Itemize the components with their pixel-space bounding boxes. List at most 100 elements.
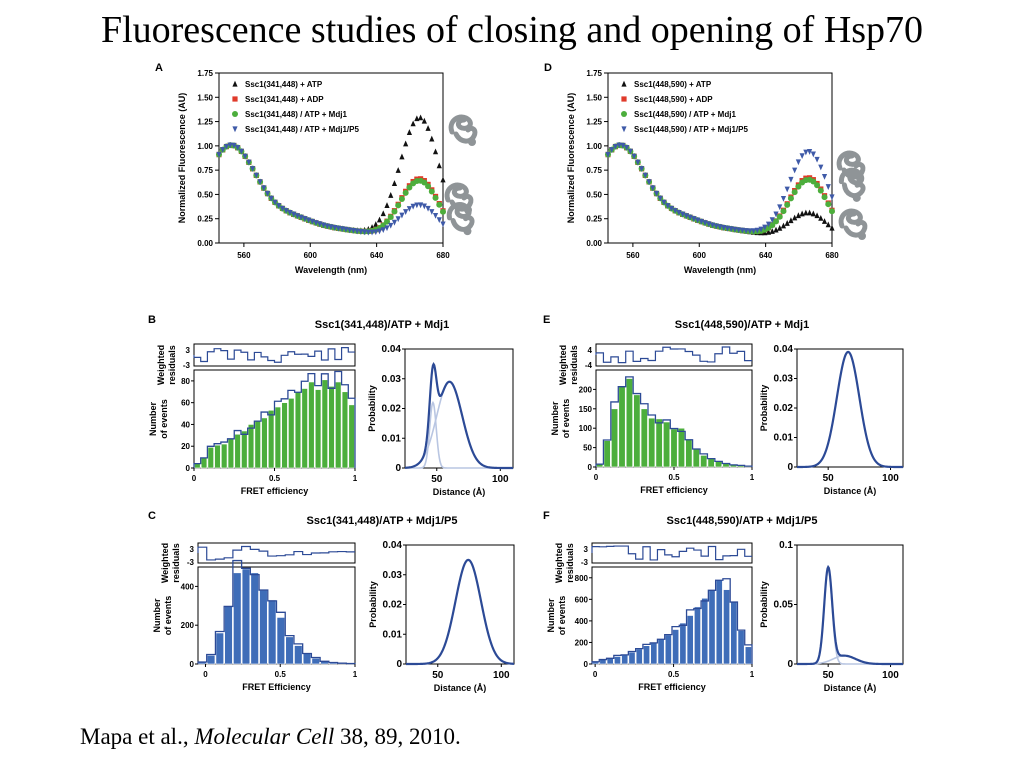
y-tick-label: 1.75 (197, 69, 213, 78)
histogram-bar (708, 589, 716, 665)
data-point (765, 228, 772, 235)
y-tick-label: 0.1 (779, 540, 793, 551)
histogram-bar (648, 417, 656, 468)
data-point (825, 201, 832, 208)
data-point (814, 156, 820, 163)
data-point (818, 164, 824, 171)
data-point (335, 225, 342, 232)
histogram-bar (679, 622, 687, 665)
data-point (380, 227, 386, 234)
data-point (661, 199, 667, 206)
legend-label: Ssc1(341,448) / ATP + Mdj1 (245, 110, 347, 119)
data-point (810, 210, 816, 217)
histogram-bar (685, 438, 693, 468)
histogram-bar (314, 389, 322, 469)
y-axis-label: of events (557, 596, 567, 636)
residual-axis-label: residuals (171, 543, 181, 583)
data-point (612, 143, 619, 150)
histogram-bar (241, 430, 248, 469)
y-tick-label: 200 (181, 621, 195, 630)
data-point (231, 142, 237, 149)
histogram-fit-outline (595, 376, 753, 467)
x-tick-label: 0 (594, 473, 599, 482)
y-tick-label: 800 (575, 574, 589, 583)
data-point (792, 167, 798, 174)
y-tick-label: 80 (181, 377, 190, 386)
data-point (272, 199, 278, 206)
y-tick-label: 0.03 (383, 570, 403, 581)
y-axis-label: of events (159, 399, 169, 439)
histogram-bar (247, 424, 255, 469)
data-point (765, 221, 772, 228)
data-point (829, 224, 835, 231)
data-point (728, 226, 734, 233)
data-point (421, 203, 427, 210)
y-tick-label: 1.25 (197, 118, 213, 127)
data-point (787, 195, 794, 202)
data-point (784, 201, 791, 208)
data-point (683, 213, 689, 220)
legend-marker (621, 80, 627, 87)
data-point (436, 162, 442, 169)
data-point (620, 142, 626, 149)
x-axis-label: Distance (Å) (433, 487, 486, 497)
histogram-bar (715, 461, 723, 468)
legend-marker (621, 111, 627, 117)
data-point (391, 219, 398, 226)
series-circle (216, 142, 446, 235)
x-axis-label: FRET efficiency (241, 486, 309, 496)
y-axis-label: Probability (759, 581, 769, 628)
data-point (769, 222, 776, 229)
residual-tick-label: 3 (190, 545, 195, 554)
distance-total-curve (404, 362, 513, 470)
x-tick-label: 0.5 (668, 473, 680, 482)
residual-tick-label: -4 (585, 361, 593, 370)
histogram-bar (335, 381, 342, 469)
histogram-bar (328, 386, 335, 469)
histogram-bar (663, 421, 671, 468)
legend: Ssc1(448,590) + ATP Ssc1(448,590) + ADP Ss… (621, 80, 748, 134)
data-point (436, 201, 443, 208)
histogram-bar (730, 601, 738, 665)
y-tick-label: 0.02 (382, 404, 402, 415)
x-tick-label: 100 (493, 670, 510, 681)
fret-panel-F: F Ssc1(448,590)/ATP + Mdj1/P5 3 -3 Weighted r… (543, 510, 904, 693)
data-point (676, 210, 682, 216)
data-point (410, 203, 416, 210)
histogram-bar (700, 455, 708, 468)
legend-label: Ssc1(341,448) + ATP (245, 80, 323, 89)
data-point (657, 195, 663, 202)
histogram-bar (214, 444, 221, 469)
y-tick-label: 200 (575, 638, 589, 647)
data-point (721, 225, 727, 231)
data-point (792, 214, 798, 221)
y-tick-label: 0.04 (383, 540, 403, 551)
y-axis-label: Probability (368, 581, 378, 628)
histogram-bar (294, 391, 302, 469)
data-point (391, 180, 398, 186)
data-point (414, 202, 420, 209)
histogram-bar (723, 589, 730, 665)
y-tick-label: 0.25 (197, 215, 213, 224)
histogram-bar (628, 651, 636, 665)
x-tick-label: 50 (431, 474, 443, 485)
y-tick-label: 0.00 (586, 239, 602, 248)
data-point (635, 159, 641, 166)
data-point (440, 221, 446, 228)
data-point (402, 189, 409, 196)
x-tick-label: 0 (203, 670, 208, 679)
data-point (605, 151, 611, 158)
legend-marker (621, 126, 627, 133)
residual-tick-label: -3 (187, 558, 195, 567)
data-point (642, 172, 648, 179)
data-point (799, 210, 805, 217)
data-point (384, 202, 390, 208)
histogram-bar (603, 440, 611, 468)
histogram-bar (285, 636, 294, 665)
histogram-bar (301, 388, 308, 469)
data-point (791, 189, 798, 196)
data-point (776, 213, 783, 220)
fret-panel-C: C Ssc1(341,448)/ATP + Mdj1/P5 3 -3 Weighted r… (148, 510, 515, 693)
x-tick-label: 0 (593, 670, 598, 679)
